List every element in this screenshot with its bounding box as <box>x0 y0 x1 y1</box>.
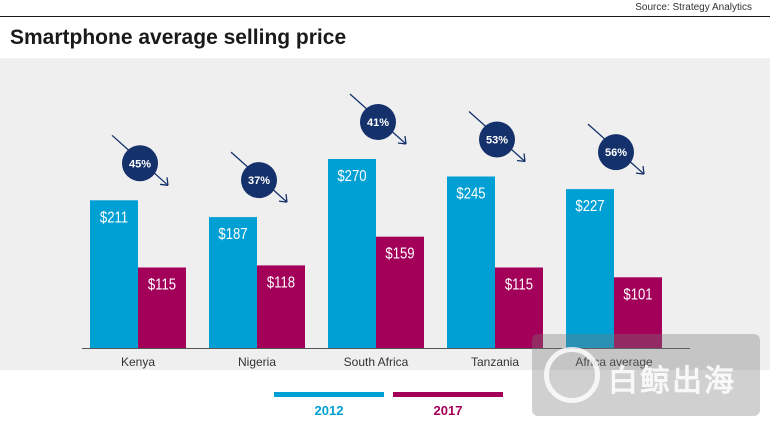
decline-arrow-head <box>278 194 288 203</box>
legend-swatch-2017 <box>393 392 503 397</box>
bar-2012-0 <box>90 200 138 348</box>
top-rule <box>0 16 770 17</box>
bar-value-label: $118 <box>267 274 295 291</box>
decline-badge-label: 53% <box>486 135 508 147</box>
decline-arrow-head <box>635 166 645 175</box>
decline-badge-label: 37% <box>248 175 270 187</box>
bar-value-label: $101 <box>623 286 652 303</box>
watermark-logo-icon <box>544 347 600 403</box>
legend-label-2012: 2012 <box>314 403 344 418</box>
x-tick-label: South Africa <box>344 355 409 369</box>
x-tick-label: Kenya <box>121 355 155 369</box>
bar-2012-2 <box>328 159 376 348</box>
bar-value-label: $227 <box>575 198 604 215</box>
decline-badge <box>479 121 515 158</box>
bar-value-label: $211 <box>100 209 128 226</box>
legend-item-2017: 2017 <box>393 392 503 422</box>
decline-arrow-head <box>397 135 407 145</box>
bar-value-label: $115 <box>148 276 176 293</box>
watermark-text: 白鲸出海 <box>608 365 736 398</box>
decline-badge <box>122 145 158 182</box>
bar-2017-3 <box>495 267 543 348</box>
decline-badge <box>360 104 396 140</box>
bar-2012-1 <box>209 217 257 348</box>
decline-badge <box>598 134 634 171</box>
chart-title: Smartphone average selling price <box>10 26 347 49</box>
bar-value-label: $115 <box>505 276 533 293</box>
decline-arrow-head <box>159 177 169 186</box>
bar-2017-1 <box>257 265 305 348</box>
x-tick-label: Tanzania <box>471 355 519 369</box>
decline-badge-label: 45% <box>129 158 151 170</box>
bar-2017-2 <box>376 236 424 348</box>
legend-swatch-2012 <box>274 392 384 397</box>
watermark: 白鲸出海 <box>532 334 760 416</box>
bar-value-label: $245 <box>456 185 485 202</box>
bar-2017-0 <box>138 267 186 348</box>
x-tick-label: Nigeria <box>238 355 276 369</box>
decline-arrow-head <box>516 153 526 163</box>
bar-2017-4 <box>614 277 662 348</box>
bar-2012-3 <box>447 176 495 348</box>
bar-2012-4 <box>566 189 614 348</box>
legend-item-2012: 2012 <box>274 392 384 422</box>
legend-label-2017: 2017 <box>433 403 463 418</box>
bar-value-label: $187 <box>218 226 247 243</box>
decline-badge <box>241 162 277 199</box>
source-note: Source: Strategy Analytics <box>635 2 752 13</box>
decline-badge-label: 56% <box>605 147 627 159</box>
bar-value-label: $159 <box>385 246 414 263</box>
decline-badge-label: 41% <box>367 117 389 129</box>
bar-value-label: $270 <box>337 168 366 185</box>
